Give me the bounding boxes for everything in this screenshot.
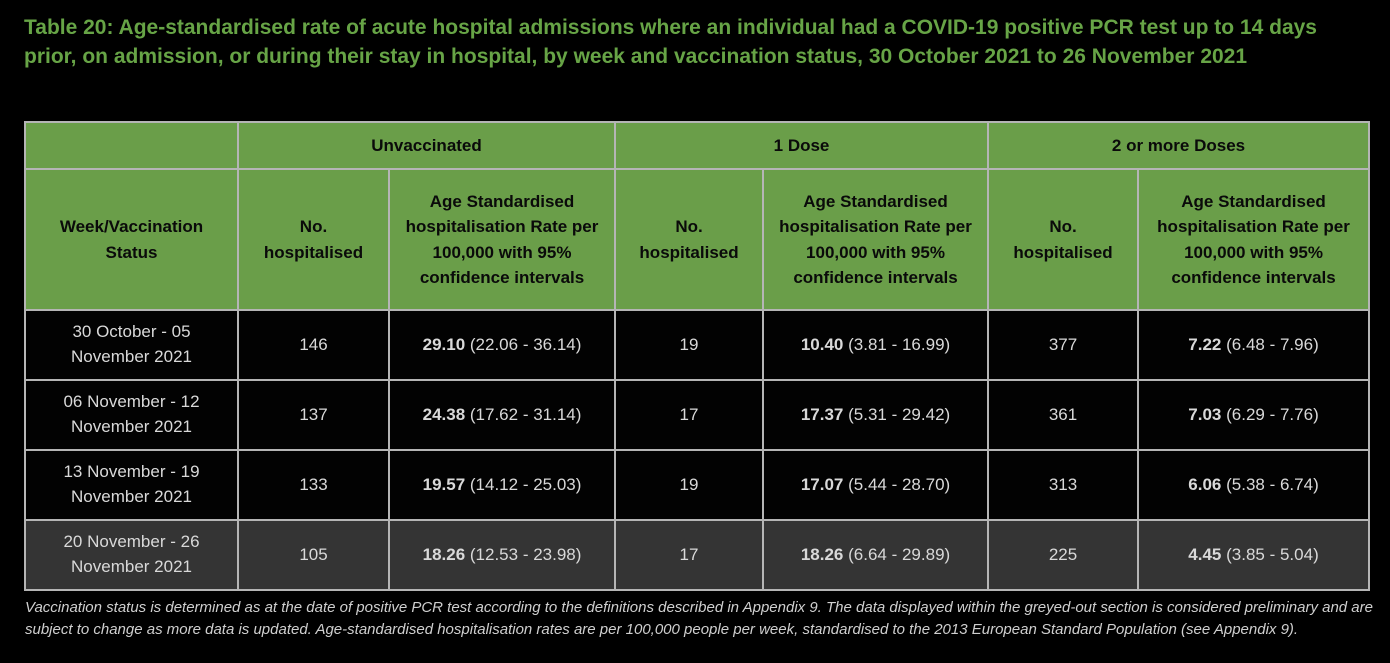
week-cell: 30 October - 05 November 2021 [24,309,239,381]
rate-value: 6.06 [1188,474,1222,494]
rate-cell: 7.22 (6.48 - 7.96) [1137,309,1371,381]
week-cell: 20 November - 26 November 2021 [24,519,239,591]
confidence-interval: (5.31 - 29.42) [848,404,951,424]
rate-cell: 18.26 (6.64 - 29.89) [762,519,990,591]
confidence-interval: (3.85 - 5.04) [1226,544,1319,564]
header-rate-one-dose: Age Standardised hospitalisation Rate pe… [762,168,990,311]
sub-column-header-row: Week/Vaccination Status No. hospitalised… [24,168,1371,311]
rate-cell: 19.57 (14.12 - 25.03) [387,449,617,521]
rate-value: 24.38 [422,404,466,424]
rate-value: 19.57 [422,474,466,494]
count-cell: 137 [237,379,390,451]
count-cell: 133 [237,449,390,521]
rate-cell: 17.37 (5.31 - 29.42) [762,379,990,451]
confidence-interval: (17.62 - 31.14) [469,404,582,424]
rate-value: 7.03 [1188,404,1222,424]
table-row-preliminary: 20 November - 26 November 2021 105 18.26… [24,519,1371,591]
row-header-week-vaccination-status: Week/Vaccination Status [24,168,239,311]
rate-value: 29.10 [422,334,466,354]
count-cell: 313 [987,449,1140,521]
rate-cell: 17.07 (5.44 - 28.70) [762,449,990,521]
confidence-interval: (6.48 - 7.96) [1226,334,1319,354]
header-no-hospitalised-two-or-more-doses: No. hospitalised [987,168,1140,311]
confidence-interval: (12.53 - 23.98) [469,544,582,564]
corner-cell [24,121,239,170]
count-cell: 17 [614,519,765,591]
header-rate-two-or-more-doses: Age Standardised hospitalisation Rate pe… [1137,168,1371,311]
count-cell: 225 [987,519,1140,591]
rate-value: 10.40 [800,334,844,354]
confidence-interval: (3.81 - 16.99) [848,334,951,354]
week-cell: 13 November - 19 November 2021 [24,449,239,521]
rate-value: 18.26 [422,544,466,564]
confidence-interval: (6.29 - 7.76) [1226,404,1319,424]
count-cell: 105 [237,519,390,591]
footnote: Vaccination status is determined as at t… [25,599,1373,638]
table-title: Table 20: Age-standardised rate of acute… [24,16,1317,68]
rate-cell: 6.06 (5.38 - 6.74) [1137,449,1371,521]
confidence-interval: (22.06 - 36.14) [469,334,582,354]
header-no-hospitalised-one-dose: No. hospitalised [614,168,765,311]
count-cell: 361 [987,379,1140,451]
column-group-header-row: Unvaccinated 1 Dose 2 or more Doses [24,121,1371,170]
rate-value: 18.26 [800,544,844,564]
confidence-interval: (5.44 - 28.70) [848,474,951,494]
header-no-hospitalised-unvaccinated: No. hospitalised [237,168,390,311]
rate-value: 17.37 [800,404,844,424]
rate-cell: 18.26 (12.53 - 23.98) [387,519,617,591]
column-group-one-dose: 1 Dose [614,121,990,170]
rate-value: 7.22 [1188,334,1222,354]
rate-cell: 29.10 (22.06 - 36.14) [387,309,617,381]
table-row: 06 November - 12 November 2021 137 24.38… [24,379,1371,451]
count-cell: 377 [987,309,1140,381]
count-cell: 146 [237,309,390,381]
count-cell: 19 [614,449,765,521]
rate-cell: 10.40 (3.81 - 16.99) [762,309,990,381]
week-cell: 06 November - 12 November 2021 [24,379,239,451]
count-cell: 19 [614,309,765,381]
count-cell: 17 [614,379,765,451]
column-group-unvaccinated: Unvaccinated [236,121,617,170]
rate-cell: 7.03 (6.29 - 7.76) [1137,379,1371,451]
confidence-interval: (6.64 - 29.89) [848,544,951,564]
rate-value: 4.45 [1188,544,1222,564]
rate-cell: 24.38 (17.62 - 31.14) [387,379,617,451]
table-row: 13 November - 19 November 2021 133 19.57… [24,449,1371,521]
confidence-interval: (5.38 - 6.74) [1226,474,1319,494]
rate-value: 17.07 [800,474,844,494]
table-row: 30 October - 05 November 2021 146 29.10 … [24,309,1371,381]
header-rate-unvaccinated: Age Standardised hospitalisation Rate pe… [387,168,617,311]
admissions-table: Unvaccinated 1 Dose 2 or more Doses Week… [24,121,1371,591]
confidence-interval: (14.12 - 25.03) [469,474,582,494]
column-group-two-or-more-doses: 2 or more Doses [987,121,1371,170]
rate-cell: 4.45 (3.85 - 5.04) [1137,519,1371,591]
